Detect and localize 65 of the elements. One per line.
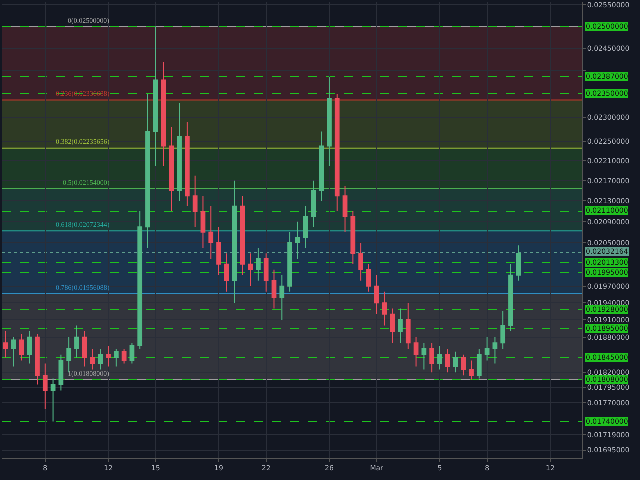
candlestick xyxy=(358,242,364,282)
candlestick xyxy=(374,274,380,315)
candlestick xyxy=(42,363,48,410)
candlestick xyxy=(327,76,332,166)
candlestick xyxy=(516,245,522,282)
candlestick xyxy=(461,354,466,376)
candlestick xyxy=(469,360,474,380)
candlestick xyxy=(232,180,238,304)
candlestick xyxy=(484,336,490,362)
candlestick xyxy=(280,274,285,321)
candlestick xyxy=(90,348,96,370)
candlestick xyxy=(208,206,214,260)
candlestick xyxy=(122,348,127,364)
candlestick xyxy=(492,336,498,364)
candlestick xyxy=(58,354,64,392)
candlestick xyxy=(319,131,324,202)
candlestick xyxy=(430,342,434,374)
candlestick xyxy=(288,232,292,292)
candlestick xyxy=(382,291,388,326)
candlestick xyxy=(476,348,482,380)
candlestick xyxy=(27,331,32,364)
candlestick xyxy=(82,331,88,368)
candlestick xyxy=(264,253,269,292)
candlestick xyxy=(390,308,396,344)
candlestick xyxy=(35,334,40,386)
candlestick xyxy=(130,342,135,364)
candlestick xyxy=(200,196,206,249)
candlestick xyxy=(4,331,8,358)
candlestick xyxy=(224,253,230,292)
candlestick xyxy=(350,210,356,265)
candlestick xyxy=(114,348,119,368)
candlestick xyxy=(311,180,316,228)
candlestick xyxy=(153,26,158,166)
candlestick xyxy=(98,348,104,370)
candlestick xyxy=(177,102,182,202)
candlestick xyxy=(146,94,150,249)
candlestick xyxy=(19,334,24,362)
candlestick xyxy=(272,269,277,310)
candlestick xyxy=(342,185,348,233)
candlestick xyxy=(445,348,450,374)
candlestick xyxy=(303,206,308,249)
candlestick xyxy=(216,226,222,276)
candlestick xyxy=(240,196,246,276)
candlestick xyxy=(422,342,427,370)
candlestick xyxy=(248,253,253,287)
candlestick xyxy=(366,264,372,292)
candlestick xyxy=(50,378,56,422)
candlestick xyxy=(438,346,442,370)
candlestick xyxy=(500,311,506,350)
candlestick xyxy=(106,346,111,368)
candlestick xyxy=(138,210,143,350)
candlestick xyxy=(334,94,340,212)
candlestick xyxy=(169,126,174,212)
candlestick xyxy=(453,351,458,374)
candlestick xyxy=(414,336,419,368)
candlestick xyxy=(406,302,411,350)
candlestick xyxy=(398,308,403,344)
candlestick xyxy=(185,122,190,207)
candlestick xyxy=(295,221,300,260)
candlestick xyxy=(161,62,166,166)
candlestick xyxy=(74,325,80,358)
candlestick xyxy=(192,175,198,228)
candlestick xyxy=(11,336,16,368)
candlestick xyxy=(508,264,514,332)
candlestick xyxy=(256,248,261,282)
